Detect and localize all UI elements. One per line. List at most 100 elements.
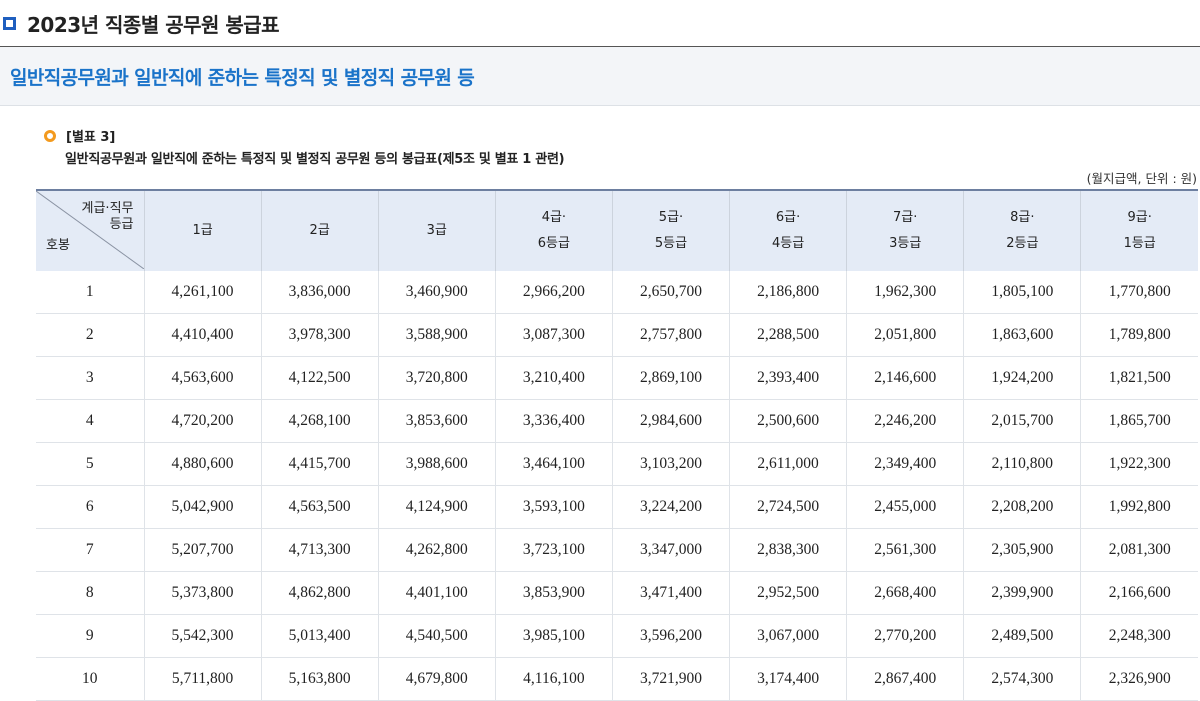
salary-cell: 1,962,300 [846, 271, 964, 314]
page-title: 2023년 직종별 공무원 봉급표 [27, 12, 280, 37]
salary-cell: 4,122,500 [260, 356, 379, 400]
step-cell: 3 [36, 356, 144, 400]
corner-top-label: 계급·직무 등급 [82, 201, 134, 233]
salary-cell: 1,922,300 [1080, 442, 1198, 486]
salary-cell: 2,984,600 [611, 399, 730, 443]
column-header-line1: 3급 [426, 223, 447, 238]
step-cell: 6 [36, 485, 144, 529]
step-cell: 4 [36, 399, 144, 443]
salary-cell: 2,867,400 [846, 657, 964, 701]
salary-cell: 3,460,900 [377, 271, 496, 314]
salary-cell: 4,862,800 [260, 571, 379, 615]
salary-cell: 3,985,100 [494, 614, 613, 658]
corner-top-line2: 등급 [109, 217, 134, 232]
table-ref-row: [별표 3] [44, 126, 115, 145]
salary-cell: 2,757,800 [611, 313, 730, 357]
salary-cell: 2,326,900 [1080, 657, 1198, 701]
column-header: 3급 [377, 189, 496, 271]
salary-cell: 2,246,200 [846, 399, 964, 443]
column-header: 9급· 1등급 [1080, 189, 1198, 271]
column-header: 1급 [143, 189, 262, 271]
salary-cell: 2,393,400 [729, 356, 847, 400]
salary-cell: 4,540,500 [377, 614, 496, 658]
table-row: 9 5,542,300 5,013,400 4,540,500 3,985,100 3,5… [36, 614, 1198, 658]
column-header-line1: 4급· [541, 210, 567, 225]
salary-cell: 3,720,800 [377, 356, 496, 400]
salary-cell: 3,593,100 [494, 485, 613, 529]
salary-cell: 4,268,100 [260, 399, 379, 443]
salary-cell: 3,067,000 [729, 614, 847, 658]
salary-cell: 2,110,800 [963, 442, 1081, 486]
salary-cell: 3,853,600 [377, 399, 496, 443]
salary-cell: 3,588,900 [377, 313, 496, 357]
salary-cell: 3,347,000 [611, 528, 730, 572]
salary-cell: 4,679,800 [377, 657, 496, 701]
column-header-line2: 2등급 [1006, 236, 1039, 251]
column-header-line1: 7급· [893, 210, 918, 225]
salary-cell: 3,723,100 [494, 528, 613, 572]
step-cell: 9 [36, 614, 144, 658]
table-header-row: 계급·직무 등급 호봉 1급 2급 3급 4급· 6등급 5급· 5등급 6급· 4등급 7급· 3… [36, 189, 1198, 271]
salary-cell: 4,401,100 [377, 571, 496, 615]
column-header-line2: 3등급 [889, 236, 922, 251]
salary-cell: 2,952,500 [729, 571, 847, 615]
salary-cell: 3,978,300 [260, 313, 379, 357]
salary-cell: 2,166,600 [1080, 571, 1198, 615]
content-area: [별표 3] 일반직공무원과 일반직에 준하는 특정직 및 별정직 공무원 등의… [0, 106, 1200, 701]
table-row: 6 5,042,900 4,563,500 4,124,900 3,593,100 3,2… [36, 485, 1198, 529]
corner-header: 계급·직무 등급 호봉 [36, 189, 144, 271]
column-header-line2: 5등급 [654, 236, 688, 251]
salary-cell: 4,713,300 [260, 528, 379, 572]
salary-cell: 2,770,200 [846, 614, 964, 658]
salary-cell: 2,489,500 [963, 614, 1081, 658]
column-header: 2급 [260, 189, 379, 271]
salary-cell: 5,013,400 [260, 614, 379, 658]
step-cell: 8 [36, 571, 144, 615]
salary-cell: 1,865,700 [1080, 399, 1198, 443]
salary-cell: 3,224,200 [611, 485, 730, 529]
table-row: 8 5,373,800 4,862,800 4,401,100 3,853,900 3,4… [36, 571, 1198, 615]
step-cell: 5 [36, 442, 144, 486]
table-row: 7 5,207,700 4,713,300 4,262,800 3,723,100 3,3… [36, 528, 1198, 572]
salary-cell: 1,789,800 [1080, 313, 1198, 357]
step-cell: 7 [36, 528, 144, 572]
salary-cell: 2,455,000 [846, 485, 964, 529]
salary-cell: 4,261,100 [143, 271, 262, 314]
salary-cell: 2,186,800 [729, 271, 847, 314]
salary-cell: 3,464,100 [494, 442, 613, 486]
salary-cell: 5,373,800 [143, 571, 262, 615]
column-header-line1: 5급· [658, 210, 684, 225]
salary-cell: 3,087,300 [494, 313, 613, 357]
column-header-line1: 1급 [192, 223, 213, 238]
salary-cell: 3,210,400 [494, 356, 613, 400]
salary-cell: 2,081,300 [1080, 528, 1198, 572]
salary-cell: 2,500,600 [729, 399, 847, 443]
salary-cell: 2,288,500 [729, 313, 847, 357]
salary-cell: 3,721,900 [611, 657, 730, 701]
salary-cell: 2,838,300 [729, 528, 847, 572]
salary-cell: 5,542,300 [143, 614, 262, 658]
salary-cell: 2,650,700 [611, 271, 730, 314]
salary-cell: 2,724,500 [729, 485, 847, 529]
salary-cell: 3,174,400 [729, 657, 847, 701]
column-header-line1: 2급 [309, 223, 330, 238]
column-header-line1: 9급· [1127, 210, 1152, 225]
salary-cell: 1,821,500 [1080, 356, 1198, 400]
column-header: 5급· 5등급 [611, 189, 730, 271]
salary-cell: 2,349,400 [846, 442, 964, 486]
salary-cell: 2,248,300 [1080, 614, 1198, 658]
salary-cell: 2,146,600 [846, 356, 964, 400]
salary-cell: 1,924,200 [963, 356, 1081, 400]
table-ref: [별표 3] [66, 130, 116, 145]
table-row: 4 4,720,200 4,268,100 3,853,600 3,336,400 2,9… [36, 399, 1198, 443]
salary-cell: 3,471,400 [611, 571, 730, 615]
title-square-icon [3, 16, 16, 30]
table-description: 일반직공무원과 일반직에 준하는 특정직 및 별정직 공무원 등의 봉급표(제5… [65, 152, 565, 167]
salary-cell: 5,042,900 [143, 485, 262, 529]
column-header-line2: 4등급 [772, 236, 805, 251]
salary-cell: 3,596,200 [611, 614, 730, 658]
salary-cell: 3,836,000 [260, 271, 379, 314]
salary-cell: 5,711,800 [143, 657, 262, 701]
salary-cell: 4,415,700 [260, 442, 379, 486]
section-title: 일반직공무원과 일반직에 준하는 특정직 및 별정직 공무원 등 [10, 66, 475, 89]
